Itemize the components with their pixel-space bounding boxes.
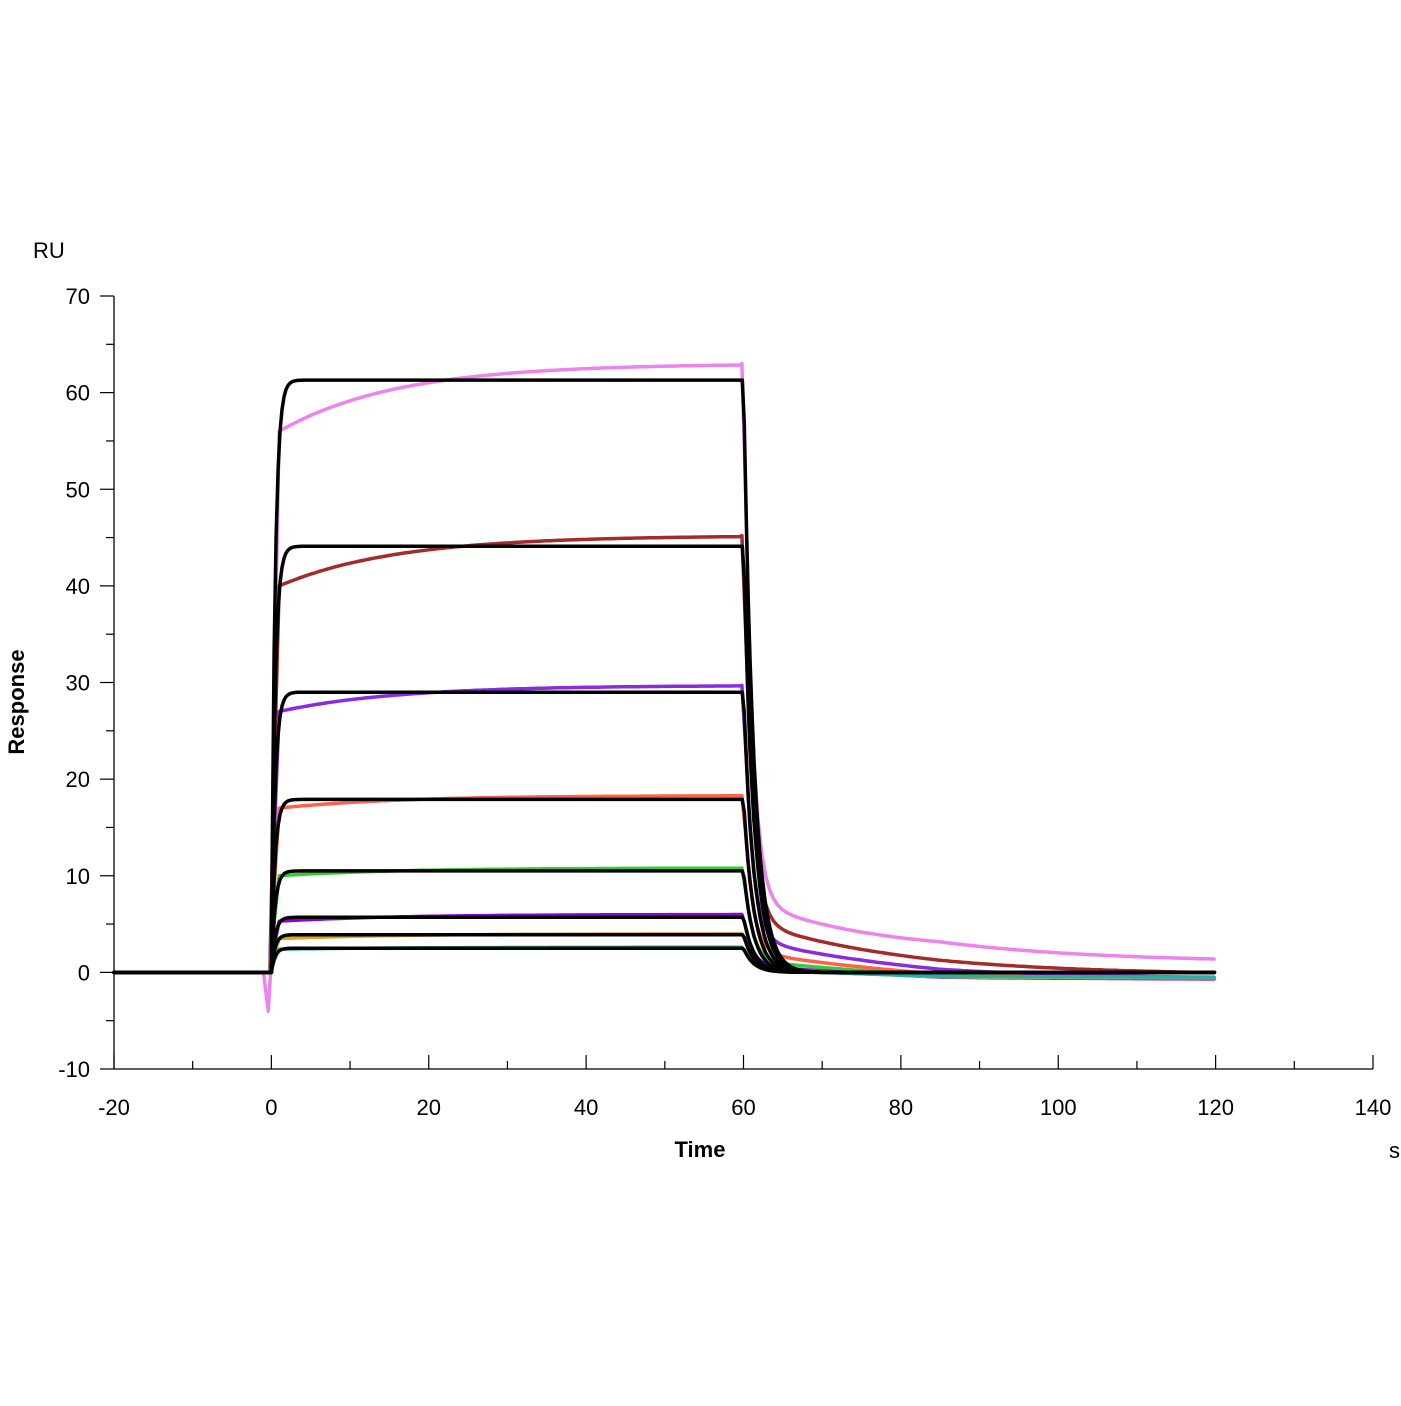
series-line-measured-1 [112,361,1216,1013]
y-axis-title: Response [4,649,29,754]
x-axis-title: Time [675,1137,726,1162]
series-line-fit-8 [112,946,1217,975]
y-tick-label: 30 [66,671,90,696]
x-tick-label: 120 [1197,1095,1234,1120]
x-tick-label: 40 [574,1095,598,1120]
x-tick-label: 80 [889,1095,913,1120]
y-tick-label: 70 [66,284,90,309]
x-unit-label: s [1389,1138,1400,1163]
x-tick-label: 20 [417,1095,441,1120]
axis-ticks: -10 0 10 20 30 40 50 60 70 -20 0 20 40 60 80 100 120 140 [58,284,1391,1120]
y-tick-label: 0 [78,960,90,985]
y-tick-label: 20 [66,767,90,792]
series-line-fit-2 [112,544,1217,975]
y-tick-label: 40 [66,574,90,599]
y-tick-label: 60 [66,381,90,406]
x-tick-label: 60 [731,1095,755,1120]
x-tick-label: -20 [98,1095,130,1120]
x-tick-label: 140 [1355,1095,1392,1120]
x-tick-label: 100 [1040,1095,1077,1120]
y-tick-label: -10 [58,1057,90,1082]
series-line-measured-2 [112,533,1216,975]
y-tick-label: 50 [66,477,90,502]
y-unit-label: RU [33,238,65,263]
data-series [112,361,1217,1013]
y-tick-label: 10 [66,864,90,889]
x-tick-label: 0 [265,1095,277,1120]
